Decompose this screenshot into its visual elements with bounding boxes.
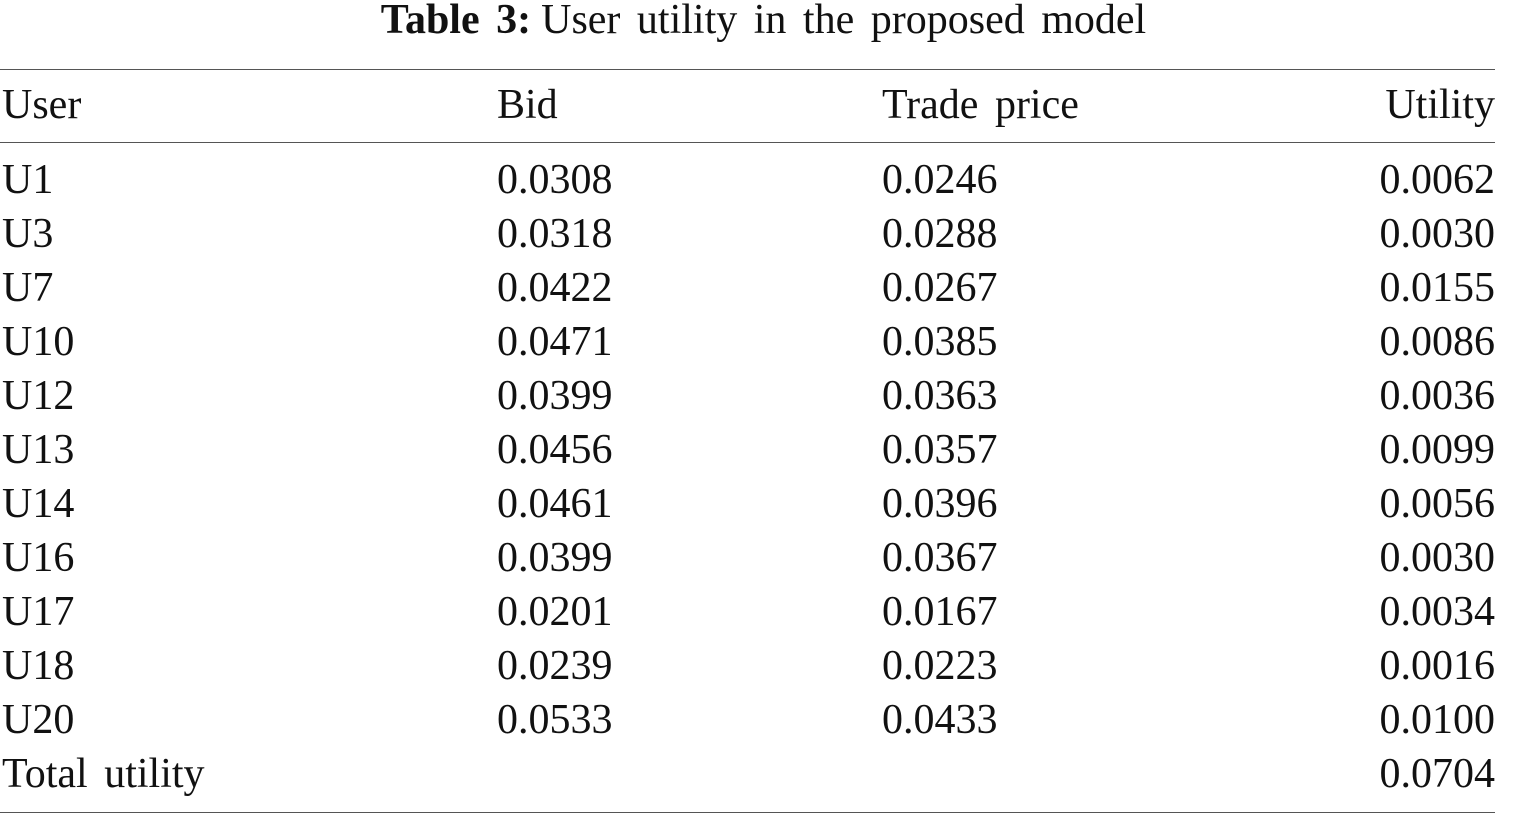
table-cell: 0.0396: [882, 481, 998, 527]
table-cell: 0.0056: [1379, 481, 1496, 527]
table-cell: 0.0239: [497, 643, 613, 689]
table-cell: 0.0533: [497, 697, 613, 743]
table-cell: 0.0367: [882, 535, 998, 581]
table-cell: U12: [2, 373, 75, 419]
table-cell: 0.0399: [497, 535, 613, 581]
table-cell: U7: [2, 265, 54, 311]
caption-label: Table 3:: [380, 0, 532, 43]
table-cell: U10: [2, 319, 75, 365]
top-rule: [0, 69, 1495, 70]
table-cell: 0.0461: [497, 481, 613, 527]
table-cell: 0.0471: [497, 319, 613, 365]
table-cell: 0.0036: [1379, 373, 1496, 419]
table-cell: 0.0422: [497, 265, 613, 311]
table-cell: 0.0267: [882, 265, 998, 311]
column-header: Trade price: [882, 82, 1079, 128]
caption-text: User utility in the proposed model: [541, 0, 1147, 43]
table-cell: 0.0099: [1379, 427, 1496, 473]
table-cell: U13: [2, 427, 75, 473]
table-cell: U20: [2, 697, 75, 743]
table-cell: 0.0016: [1379, 643, 1496, 689]
header-rule: [0, 142, 1495, 143]
table-cell: U17: [2, 589, 75, 635]
table-caption: Table 3: User utility in the proposed mod…: [0, 0, 1527, 43]
column-header: Utility: [1385, 82, 1495, 128]
table-cell: 0.0385: [882, 319, 998, 365]
table-cell: U1: [2, 157, 54, 203]
table-cell: 0.0246: [882, 157, 998, 203]
table-cell: U3: [2, 211, 54, 257]
table-cell: U16: [2, 535, 75, 581]
table-cell: 0.0399: [497, 373, 613, 419]
table-cell: 0.0100: [1379, 697, 1496, 743]
table-cell: 0.0288: [882, 211, 998, 257]
table-cell: 0.0223: [882, 643, 998, 689]
table-cell: 0.0363: [882, 373, 998, 419]
table-cell: 0.0086: [1379, 319, 1496, 365]
column-header: User: [2, 82, 82, 128]
table-cell: 0.0155: [1379, 265, 1496, 311]
table-cell: 0.0030: [1379, 211, 1496, 257]
table-cell: 0.0357: [882, 427, 998, 473]
table-cell: U18: [2, 643, 75, 689]
total-utility: 0.0704: [1379, 751, 1496, 797]
column-header: Bid: [497, 82, 558, 128]
bottom-rule: [0, 812, 1495, 813]
table-cell: 0.0201: [497, 589, 613, 635]
table-cell: 0.0062: [1379, 157, 1496, 203]
table-cell: 0.0456: [497, 427, 613, 473]
total-label: Total utility: [2, 751, 205, 797]
table-cell: 0.0034: [1379, 589, 1496, 635]
table-cell: U14: [2, 481, 75, 527]
table-cell: 0.0433: [882, 697, 998, 743]
table-cell: 0.0318: [497, 211, 613, 257]
table-cell: 0.0167: [882, 589, 998, 635]
table-cell: 0.0030: [1379, 535, 1496, 581]
table-cell: 0.0308: [497, 157, 613, 203]
